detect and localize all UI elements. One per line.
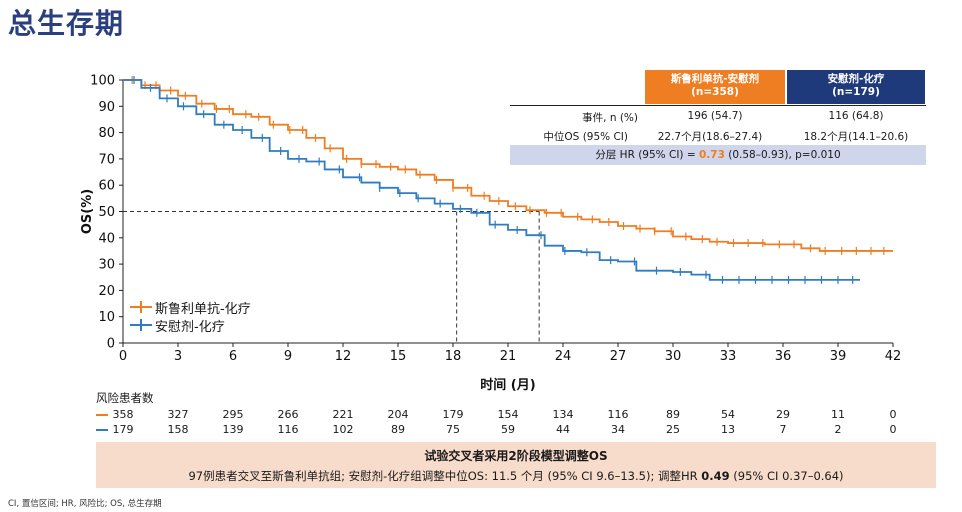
risk-count: 29 bbox=[776, 408, 790, 421]
legend-label-arm1: 斯鲁利单抗-化疗 bbox=[155, 301, 251, 317]
crossover-text: 97例患者交叉至斯鲁利单抗组; 安慰剂-化疗组调整中位OS: 11.5 个月 (… bbox=[96, 468, 936, 484]
x-tick-label: 21 bbox=[500, 349, 517, 364]
risk-count: 75 bbox=[446, 423, 460, 436]
risk-count: 221 bbox=[332, 408, 354, 421]
x-tick-label: 18 bbox=[445, 349, 462, 364]
risk-count: 139 bbox=[222, 423, 244, 436]
y-axis-label: OS(%) bbox=[80, 189, 95, 234]
page-title: 总生存期 bbox=[8, 7, 125, 40]
hr-value: 0.73 bbox=[698, 149, 725, 161]
risk-count: 89 bbox=[666, 408, 680, 421]
crossover-text-post: (95% CI 0.37–0.64) bbox=[729, 469, 844, 483]
median-arm1: 22.7个月(18.6–27.4) bbox=[657, 131, 763, 143]
risk-count: 295 bbox=[222, 408, 244, 421]
risk-count: 358 bbox=[112, 408, 134, 421]
risk-count: 116 bbox=[277, 423, 299, 436]
km-curve-1 bbox=[123, 79, 893, 252]
crossover-text-pre: 97例患者交叉至斯鲁利单抗组; 安慰剂-化疗组调整中位OS: 11.5 个月 (… bbox=[188, 469, 702, 483]
risk-row-arm2: 179 158 139 116 102 89 75 59 44 34 25 13 7 2 0 bbox=[0, 423, 962, 437]
y-tick-label: 80 bbox=[98, 126, 115, 141]
legend-item-arm1: 斯鲁利单抗-化疗 bbox=[130, 298, 251, 317]
risk-count: 0 bbox=[889, 408, 897, 421]
crossover-title: 试验交叉者采用2阶段模型调整OS bbox=[424, 449, 608, 463]
risk-count: 89 bbox=[391, 423, 405, 436]
risk-count: 179 bbox=[442, 408, 464, 421]
y-tick-label: 60 bbox=[98, 179, 115, 194]
x-tick-label: 12 bbox=[335, 349, 352, 364]
arm2-header-label: 安慰剂-化疗 bbox=[827, 73, 885, 85]
y-tick-label: 50 bbox=[98, 205, 115, 220]
risk-count: 204 bbox=[387, 408, 409, 421]
risk-count: 44 bbox=[556, 423, 570, 436]
x-tick-label: 36 bbox=[775, 349, 792, 364]
hr-prefix: 分层 HR (95% CI) = bbox=[595, 149, 699, 161]
risk-count: 2 bbox=[834, 423, 842, 436]
y-tick-label: 20 bbox=[98, 284, 115, 299]
legend-item-arm2: 安慰剂-化疗 bbox=[130, 316, 251, 335]
x-tick-label: 6 bbox=[229, 349, 237, 364]
y-tick-label: 40 bbox=[98, 231, 115, 246]
risk-count: 179 bbox=[112, 423, 134, 436]
x-tick-label: 0 bbox=[119, 349, 127, 364]
risk-line-arm1 bbox=[96, 414, 108, 416]
legend-label-arm2: 安慰剂-化疗 bbox=[155, 319, 225, 335]
crossover-note: 试验交叉者采用2阶段模型调整OS 97例患者交叉至斯鲁利单抗组; 安慰剂-化疗组… bbox=[96, 442, 936, 488]
hr-band: 分层 HR (95% CI) = 0.73 (0.58–0.93), p=0.0… bbox=[510, 145, 926, 165]
hr-suffix: (0.58–0.93), p=0.010 bbox=[724, 149, 841, 161]
arm1-header-label: 斯鲁利单抗-安慰剂 bbox=[670, 73, 760, 85]
arm1-header: 斯鲁利单抗-安慰剂 (n=358) bbox=[645, 70, 785, 104]
events-arm1: 196 (54.7) bbox=[687, 110, 743, 122]
y-tick-label: 0 bbox=[107, 337, 115, 352]
risk-count: 102 bbox=[332, 423, 354, 436]
risk-count: 59 bbox=[501, 423, 515, 436]
x-tick-label: 42 bbox=[885, 349, 902, 364]
arm2-header-n: (n=179) bbox=[832, 86, 880, 98]
risk-count: 25 bbox=[666, 423, 680, 436]
risk-count: 158 bbox=[167, 423, 189, 436]
risk-count: 116 bbox=[607, 408, 629, 421]
risk-count: 134 bbox=[552, 408, 574, 421]
x-tick-label: 27 bbox=[610, 349, 627, 364]
risk-count: 154 bbox=[497, 408, 519, 421]
arm2-header: 安慰剂-化疗 (n=179) bbox=[787, 70, 925, 104]
x-tick-label: 3 bbox=[174, 349, 182, 364]
km-curve-2 bbox=[123, 79, 860, 281]
risk-line-arm2 bbox=[96, 429, 108, 431]
events-arm2: 116 (64.8) bbox=[828, 110, 884, 122]
events-label: 事件, n (%) bbox=[582, 112, 638, 124]
arm1-header-n: (n=358) bbox=[691, 86, 739, 98]
risk-count: 11 bbox=[831, 408, 845, 421]
y-tick-label: 90 bbox=[98, 100, 115, 115]
median-label: 中位OS (95% CI) bbox=[543, 131, 628, 143]
risk-row-arm1: 358 327 295 266 221 204 179 154 134 116 89 54 29 11 0 bbox=[0, 408, 962, 422]
legend: 斯鲁利单抗-化疗 安慰剂-化疗 bbox=[130, 298, 251, 335]
legend-swatch-arm1 bbox=[130, 298, 152, 316]
x-tick-label: 24 bbox=[555, 349, 572, 364]
x-tick-label: 15 bbox=[390, 349, 407, 364]
y-tick-label: 70 bbox=[98, 152, 115, 167]
crossover-hr: 0.49 bbox=[701, 469, 730, 483]
risk-count: 54 bbox=[721, 408, 735, 421]
risk-table-title: 风险患者数 bbox=[96, 391, 154, 405]
median-arm2: 18.2个月(14.1–20.6) bbox=[803, 131, 909, 143]
risk-count: 34 bbox=[611, 423, 625, 436]
risk-count: 13 bbox=[721, 423, 735, 436]
risk-count: 266 bbox=[277, 408, 299, 421]
x-axis-label: 时间 (月) bbox=[480, 377, 535, 393]
x-tick-label: 39 bbox=[830, 349, 847, 364]
table-divider bbox=[510, 105, 926, 106]
risk-count: 0 bbox=[889, 423, 897, 436]
footnote: CI, 置信区间; HR, 风险比; OS, 总生存期 bbox=[8, 499, 162, 509]
risk-count: 327 bbox=[167, 408, 189, 421]
y-tick-label: 30 bbox=[98, 258, 115, 273]
y-tick-label: 100 bbox=[90, 74, 115, 89]
x-tick-label: 9 bbox=[284, 349, 292, 364]
x-tick-label: 33 bbox=[720, 349, 737, 364]
legend-swatch-arm2 bbox=[130, 316, 152, 334]
x-tick-label: 30 bbox=[665, 349, 682, 364]
risk-count: 7 bbox=[779, 423, 787, 436]
y-tick-label: 10 bbox=[98, 310, 115, 325]
